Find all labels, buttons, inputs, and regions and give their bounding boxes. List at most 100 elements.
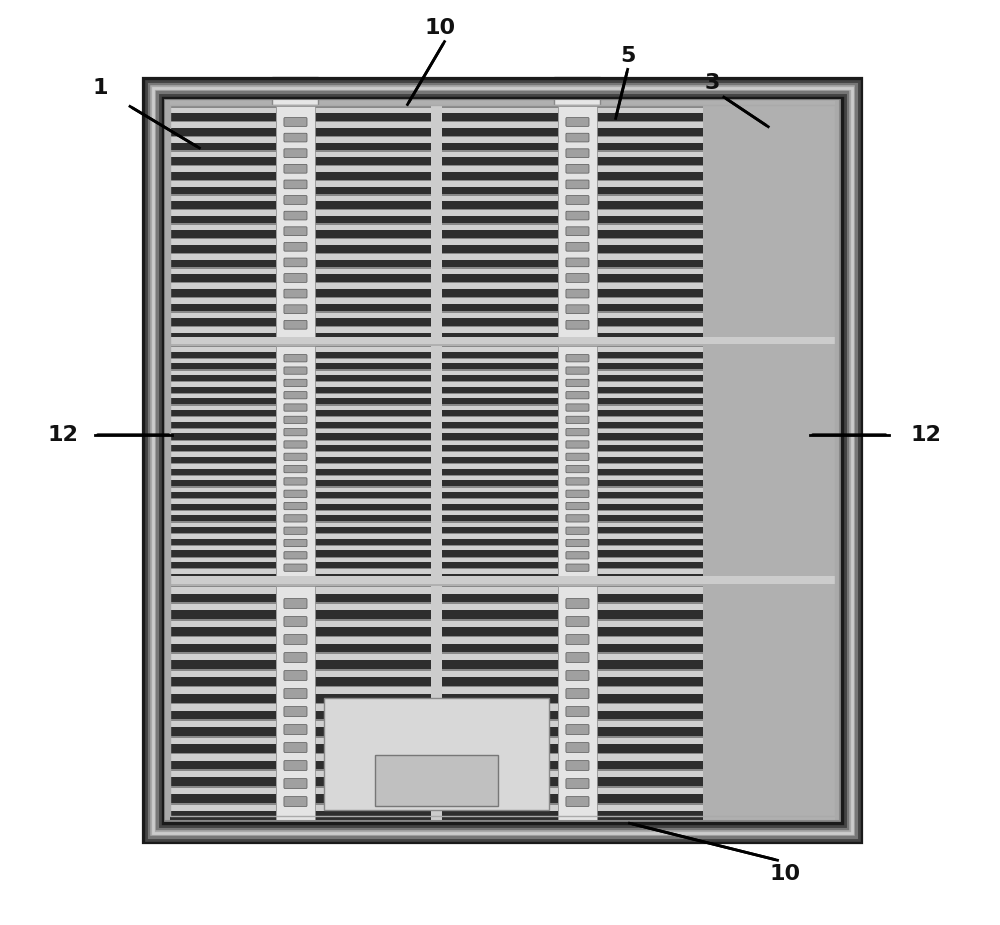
Bar	[597, 429, 703, 434]
Bar	[170, 621, 276, 627]
Bar	[315, 122, 431, 128]
Bar	[442, 406, 558, 410]
Bar	[442, 487, 558, 492]
Bar	[442, 303, 558, 311]
FancyBboxPatch shape	[284, 195, 307, 204]
FancyBboxPatch shape	[284, 598, 307, 609]
Bar	[170, 337, 835, 344]
Bar	[315, 594, 431, 602]
Bar	[315, 677, 431, 685]
Bar	[170, 440, 276, 445]
Bar	[170, 394, 276, 399]
FancyBboxPatch shape	[566, 743, 589, 752]
Bar	[442, 475, 558, 480]
FancyBboxPatch shape	[566, 379, 589, 387]
FancyBboxPatch shape	[284, 242, 307, 252]
FancyBboxPatch shape	[566, 211, 589, 220]
FancyBboxPatch shape	[566, 796, 589, 807]
Bar	[170, 364, 276, 369]
FancyBboxPatch shape	[566, 165, 589, 173]
Bar	[272, 77, 318, 105]
Bar	[558, 106, 597, 340]
Bar	[170, 114, 276, 121]
Bar	[315, 225, 431, 230]
Bar	[597, 181, 703, 187]
Bar	[597, 347, 703, 352]
Bar	[315, 318, 431, 326]
Bar	[170, 550, 276, 557]
Bar	[315, 574, 431, 580]
Bar	[597, 480, 703, 487]
Bar	[442, 387, 558, 393]
Bar	[442, 346, 558, 580]
Bar	[170, 535, 276, 538]
FancyBboxPatch shape	[566, 671, 589, 681]
Bar	[597, 210, 703, 216]
Bar	[315, 737, 431, 744]
FancyBboxPatch shape	[566, 305, 589, 314]
Bar	[597, 201, 703, 209]
Bar	[442, 654, 558, 660]
Bar	[170, 166, 276, 172]
Bar	[442, 181, 558, 187]
FancyBboxPatch shape	[284, 404, 307, 412]
Bar	[558, 346, 597, 580]
Bar	[170, 671, 276, 677]
Bar	[315, 445, 431, 451]
Bar	[597, 550, 703, 557]
Bar	[170, 210, 276, 216]
Bar	[597, 230, 703, 238]
Bar	[442, 570, 558, 574]
Bar	[315, 562, 431, 568]
Bar	[597, 417, 703, 422]
Bar	[431, 586, 442, 820]
Bar	[597, 313, 703, 318]
FancyBboxPatch shape	[284, 165, 307, 173]
Bar	[315, 283, 431, 289]
Bar	[442, 225, 558, 230]
Bar	[597, 610, 703, 619]
Bar	[315, 500, 431, 504]
FancyBboxPatch shape	[284, 724, 307, 734]
FancyBboxPatch shape	[284, 258, 307, 266]
Bar	[442, 492, 558, 498]
Bar	[597, 106, 703, 340]
Bar	[315, 422, 431, 428]
Bar	[315, 535, 431, 538]
Bar	[315, 260, 431, 267]
FancyBboxPatch shape	[284, 653, 307, 662]
Bar	[315, 269, 431, 275]
Bar	[597, 771, 703, 777]
Bar	[315, 487, 431, 492]
Bar	[170, 108, 276, 114]
Bar	[442, 562, 558, 568]
Bar	[170, 275, 276, 282]
FancyBboxPatch shape	[284, 379, 307, 387]
Bar	[375, 755, 498, 806]
Bar	[442, 318, 558, 326]
FancyBboxPatch shape	[566, 564, 589, 572]
Bar	[315, 375, 431, 381]
Bar	[315, 755, 431, 760]
Bar	[170, 142, 276, 150]
Bar	[597, 487, 703, 492]
FancyBboxPatch shape	[284, 539, 307, 547]
Bar	[170, 562, 276, 568]
Bar	[315, 610, 431, 619]
Bar	[170, 187, 276, 194]
FancyBboxPatch shape	[566, 724, 589, 734]
Bar	[597, 504, 703, 510]
FancyBboxPatch shape	[284, 671, 307, 681]
Bar	[324, 698, 549, 810]
Bar	[170, 704, 276, 710]
Bar	[315, 811, 431, 820]
Text: 1: 1	[93, 78, 108, 98]
Bar	[597, 721, 703, 727]
FancyBboxPatch shape	[284, 354, 307, 362]
Bar	[170, 788, 276, 795]
Bar	[315, 128, 431, 136]
Bar	[442, 445, 558, 451]
Bar	[315, 352, 431, 358]
Bar	[170, 480, 276, 487]
Bar	[170, 137, 276, 142]
